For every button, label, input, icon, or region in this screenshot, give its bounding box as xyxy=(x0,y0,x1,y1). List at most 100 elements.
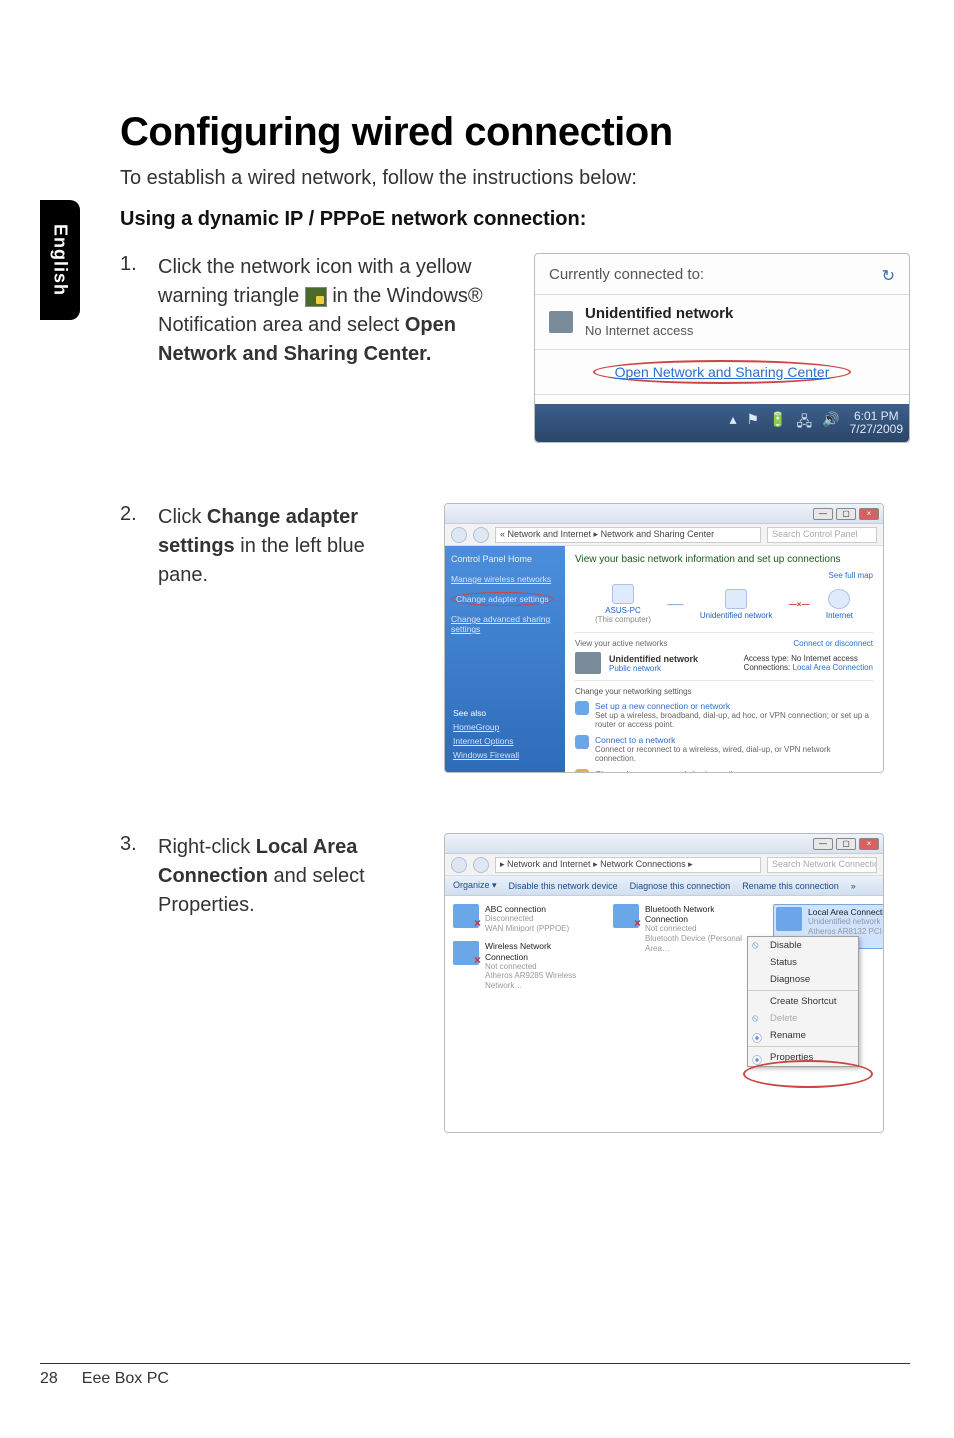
nc-minimize-button[interactable]: — xyxy=(813,838,833,850)
refresh-icon[interactable]: ↻ xyxy=(882,266,895,286)
change-networking-label: Change your networking settings xyxy=(575,687,873,696)
step-3-pre: Right-click xyxy=(158,836,256,858)
toolbar-more[interactable]: » xyxy=(851,881,856,891)
right-pane: View your basic network information and … xyxy=(565,546,883,773)
menu-status[interactable]: Status xyxy=(748,954,858,971)
close-button[interactable]: × xyxy=(859,508,879,520)
homegroup-options-item[interactable]: Choose homegroup and sharing optionsAcce… xyxy=(575,766,873,773)
pc-icon xyxy=(612,584,634,604)
minimize-button[interactable]: — xyxy=(813,508,833,520)
open-network-sharing-link[interactable]: Open Network and Sharing Center xyxy=(615,364,830,380)
menu-disable[interactable]: ⦸Disable xyxy=(748,937,858,954)
nc-breadcrumb[interactable]: ▸ Network and Internet ▸ Network Connect… xyxy=(495,857,761,873)
menu-diagnose[interactable]: Diagnose xyxy=(748,971,858,988)
page-content: Configuring wired connection To establis… xyxy=(120,110,910,1193)
change-adapter-settings-link[interactable]: Change adapter settings xyxy=(451,592,559,606)
abc-connection-status: Disconnected xyxy=(485,914,569,924)
tray-power-icon[interactable]: 🔋 xyxy=(769,411,786,435)
menu-rename[interactable]: ⦿Rename xyxy=(748,1027,858,1044)
footer-title: Eee Box PC xyxy=(82,1370,169,1388)
delete-icon: ⦸ xyxy=(752,1013,764,1025)
step-1-row: 1. Click the network icon with a yellow … xyxy=(120,253,910,443)
tray-network-icon[interactable]: 🖧 xyxy=(797,411,813,435)
nc-back-button[interactable] xyxy=(451,857,467,873)
nc-maximize-button[interactable]: ▢ xyxy=(836,838,856,850)
wireless-connection-item[interactable]: Wireless Network ConnectionNot connected… xyxy=(453,941,593,990)
dialup-icon xyxy=(453,904,479,928)
tray-clock[interactable]: 6:01 PM 7/27/2009 xyxy=(850,410,903,436)
disable-device-button[interactable]: Disable this network device xyxy=(509,881,618,891)
section-subhead: Using a dynamic IP / PPPoE network conne… xyxy=(120,208,910,231)
menu-separator-2 xyxy=(748,1046,858,1047)
network-map: ASUS-PC (This computer) —— Unidentified … xyxy=(575,580,873,633)
menu-create-shortcut[interactable]: Create Shortcut xyxy=(748,993,858,1010)
search-input[interactable]: Search Control Panel xyxy=(767,527,877,543)
nc-search-input[interactable]: Search Network Connections xyxy=(767,857,877,873)
homegroup-link[interactable]: HomeGroup xyxy=(453,722,519,732)
access-type-value: No Internet access xyxy=(791,654,858,663)
lac-label: Local Area Connection xyxy=(808,907,884,917)
tray-icons-group: ▴ ⚑ 🔋 🖧 🔊 xyxy=(730,411,840,435)
abc-connection-label: ABC connection xyxy=(485,904,569,914)
connect-disconnect-link[interactable]: Connect or disconnect xyxy=(793,639,873,648)
back-button[interactable] xyxy=(451,527,467,543)
window-titlebar: — ▢ × xyxy=(445,504,883,524)
callout-oval-3 xyxy=(743,1060,873,1088)
active-networks-section: View your active networks Connect or dis… xyxy=(575,633,873,681)
nc-address-bar: ▸ Network and Internet ▸ Network Connect… xyxy=(445,854,883,876)
manage-wireless-link[interactable]: Manage wireless networks xyxy=(451,574,559,584)
wireless-label: Wireless Network Connection xyxy=(485,941,593,961)
node-pc-label: ASUS-PC xyxy=(595,606,651,615)
screenshot-network-flyout: Currently connected to: ↻ Unidentified n… xyxy=(534,253,910,443)
view-basic-info-heading: View your basic network information and … xyxy=(575,554,873,565)
step-3-body: Right-click Local Area Connection and se… xyxy=(158,833,420,920)
abc-connection-item[interactable]: ABC connectionDisconnectedWAN Miniport (… xyxy=(453,904,593,933)
bench-icon xyxy=(575,652,601,674)
breadcrumb[interactable]: « Network and Internet ▸ Network and Sha… xyxy=(495,527,761,543)
context-menu: ⦸Disable Status Diagnose Create Shortcut… xyxy=(747,936,859,1067)
diagnose-connection-button[interactable]: Diagnose this connection xyxy=(630,881,731,891)
ethernet-icon xyxy=(776,907,802,931)
organize-menu[interactable]: Organize ▾ xyxy=(453,880,497,891)
bluetooth-connection-item[interactable]: Bluetooth Network ConnectionNot connecte… xyxy=(613,904,753,953)
step-1-text: 1. Click the network icon with a yellow … xyxy=(120,253,510,369)
tray-volume-icon[interactable]: 🔊 xyxy=(822,411,839,435)
language-side-tab: English xyxy=(40,200,80,320)
screenshot-network-connections: — ▢ × ▸ Network and Internet ▸ Network C… xyxy=(444,833,884,1133)
node-internet-label: Internet xyxy=(826,611,853,620)
internet-globe-icon xyxy=(828,589,850,609)
left-blue-pane: Control Panel Home Manage wireless netwo… xyxy=(445,546,565,773)
active-network-type[interactable]: Public network xyxy=(609,664,698,673)
node-pc-sublabel: (This computer) xyxy=(595,615,651,624)
connections-col-2: Bluetooth Network ConnectionNot connecte… xyxy=(613,904,753,953)
setup-new-connection-sub: Set up a wireless, broadband, dial-up, a… xyxy=(595,711,873,729)
rename-icon: ⦿ xyxy=(752,1030,764,1042)
active-network-name: Unidentified network xyxy=(609,654,698,664)
see-full-map-link[interactable]: See full map xyxy=(575,571,873,580)
setup-new-connection-item[interactable]: Set up a new connection or networkSet up… xyxy=(575,698,873,732)
maximize-button[interactable]: ▢ xyxy=(836,508,856,520)
address-bar: « Network and Internet ▸ Network and Sha… xyxy=(445,524,883,546)
rename-connection-button[interactable]: Rename this connection xyxy=(742,881,839,891)
change-advanced-sharing-link[interactable]: Change advanced sharing settings xyxy=(451,614,559,634)
nc-forward-button[interactable] xyxy=(473,857,489,873)
connect-network-item[interactable]: Connect to a networkConnect or reconnect… xyxy=(575,732,873,766)
unidentified-network-label: Unidentified network xyxy=(585,305,733,323)
menu-delete: ⦸Delete xyxy=(748,1010,858,1027)
see-also-label: See also xyxy=(453,708,519,718)
callout-oval: Open Network and Sharing Center xyxy=(593,360,852,384)
tray-expand-icon[interactable]: ▴ xyxy=(730,411,737,435)
language-label: English xyxy=(50,224,71,296)
intro-text: To establish a wired network, follow the… xyxy=(120,167,910,190)
internet-options-link[interactable]: Internet Options xyxy=(453,736,519,746)
connect-network-sub: Connect or reconnect to a wireless, wire… xyxy=(595,745,873,763)
forward-button[interactable] xyxy=(473,527,489,543)
bluetooth-device: Bluetooth Device (Personal Area… xyxy=(645,934,753,953)
nc-close-button[interactable]: × xyxy=(859,838,879,850)
tray-flag-icon[interactable]: ⚑ xyxy=(747,411,760,435)
step-3-text: 3. Right-click Local Area Connection and… xyxy=(120,833,420,920)
connections-value[interactable]: Local Area Connection xyxy=(793,663,874,672)
windows-firewall-link[interactable]: Windows Firewall xyxy=(453,750,519,760)
step-2-row: 2. Click Change adapter settings in the … xyxy=(120,503,910,773)
control-panel-home-link[interactable]: Control Panel Home xyxy=(451,554,559,564)
